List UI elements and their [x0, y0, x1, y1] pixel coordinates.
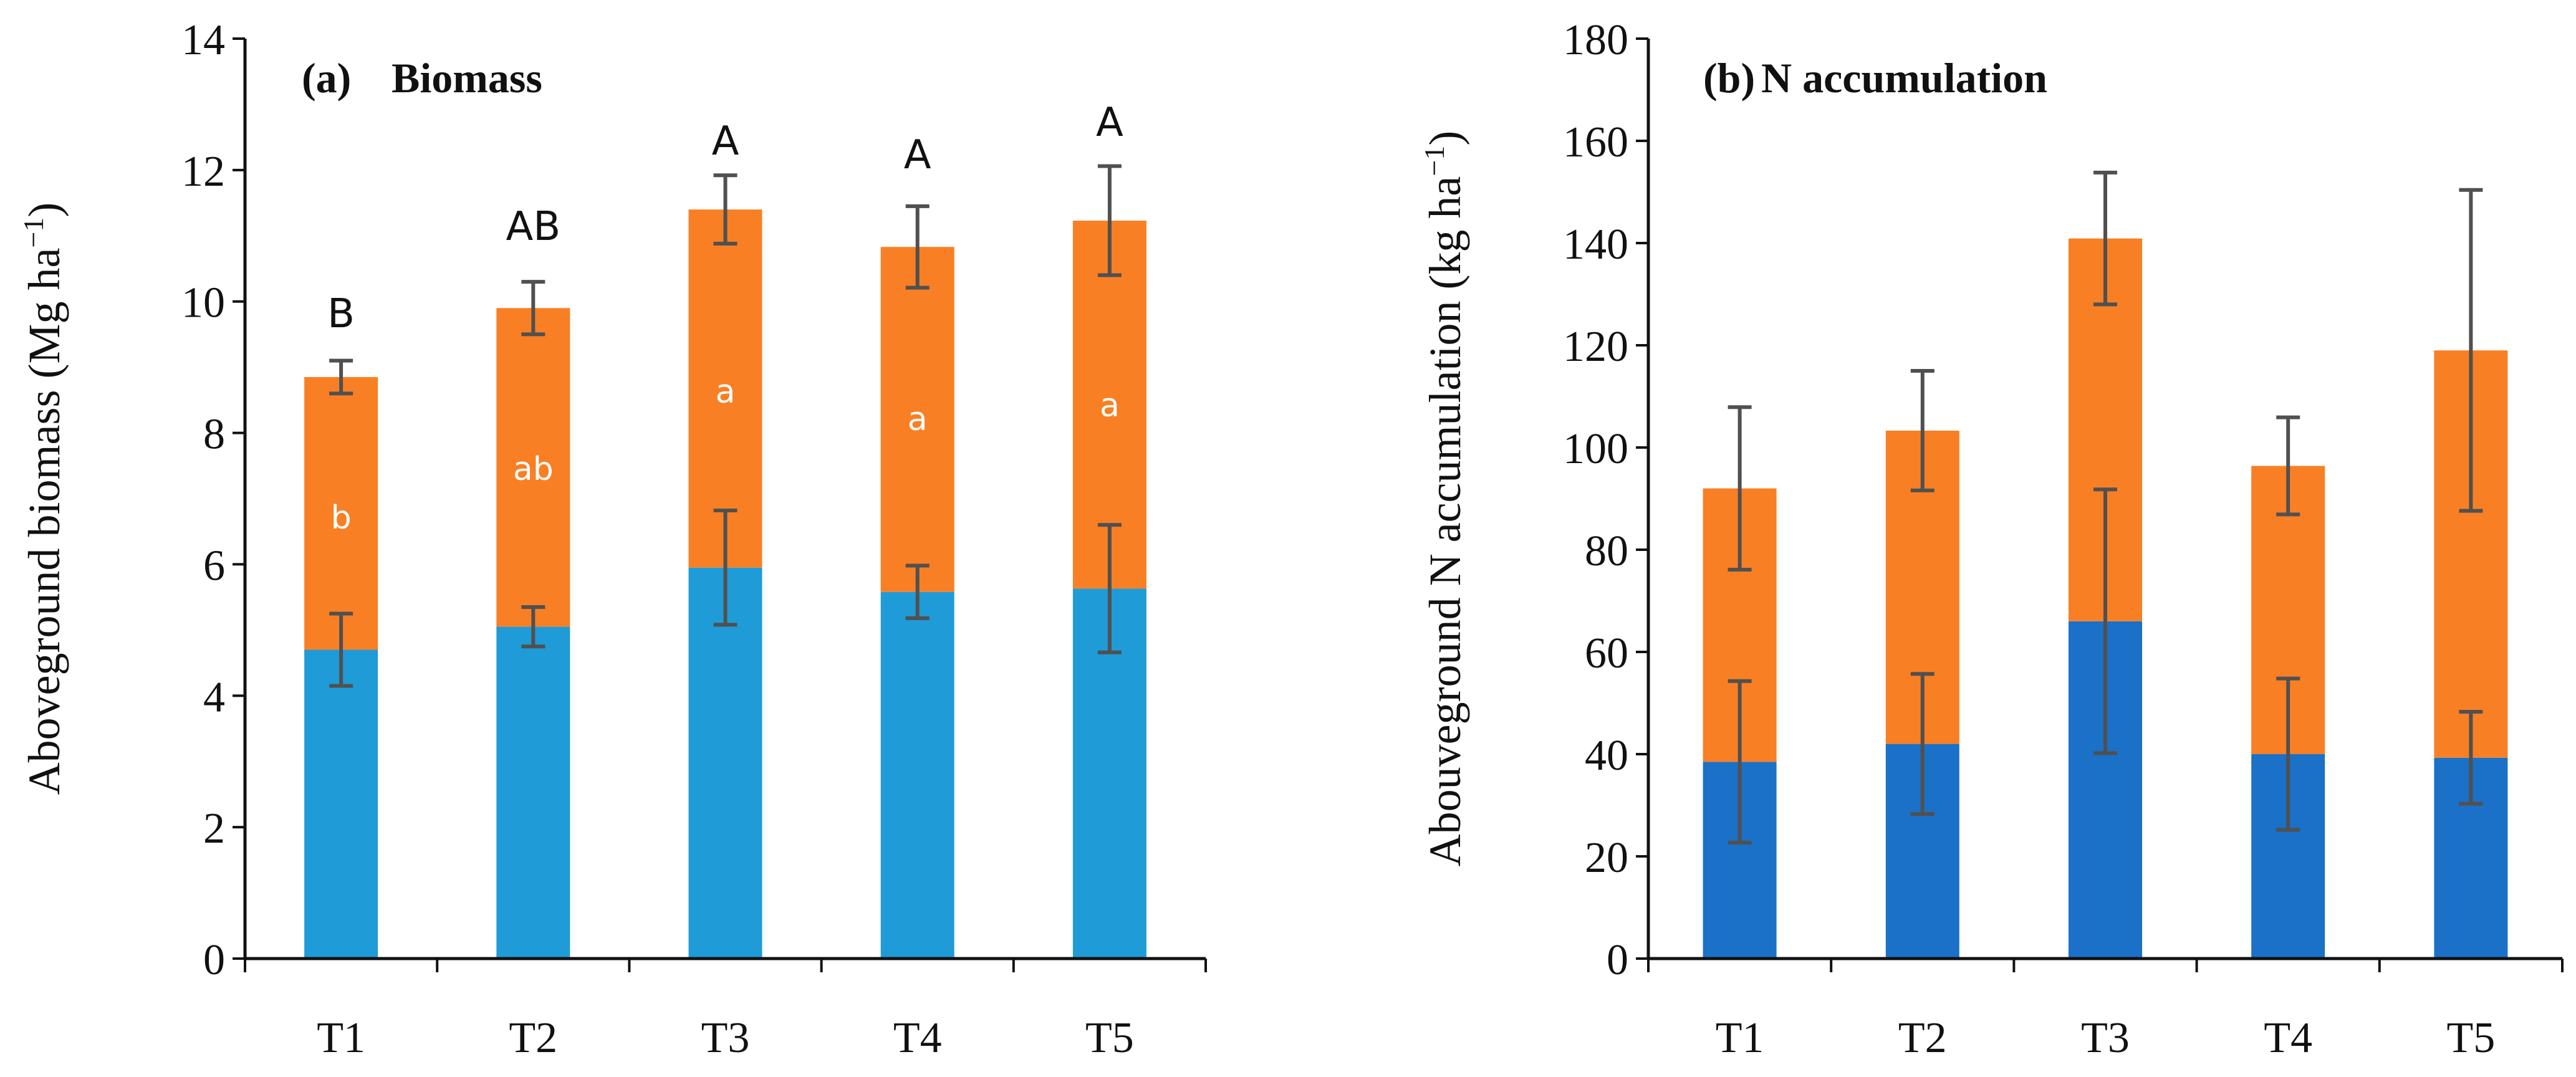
- y-tick-label: 120: [1563, 323, 1628, 371]
- error-bar-upper-t3: [713, 173, 738, 246]
- bar-lower-t2: [496, 626, 570, 959]
- error-bar-lower-t5: [1097, 523, 1122, 654]
- panel-title: Biomass: [392, 54, 542, 102]
- error-bar-lower-t3: [713, 508, 738, 627]
- x-tick-label-t4: T4: [2264, 1014, 2312, 1062]
- y-tick-label: 6: [203, 542, 225, 590]
- y-tick-label: 10: [181, 279, 225, 327]
- y-tick-label: 80: [1585, 527, 1628, 575]
- error-bar-upper-t5: [1097, 164, 1122, 277]
- significance-letter-t2: AB: [506, 204, 560, 250]
- error-bar-lower-t1: [329, 611, 353, 688]
- x-tick-label-t2: T2: [1898, 1014, 1947, 1062]
- y-tick-label: 0: [1607, 936, 1628, 984]
- y-tick-label: 140: [1563, 221, 1628, 269]
- panel-b-n-accumulation-chart: 0 20 40 60 80 100 120 140 160 180 T1 T2 T3 T4 T5 (b) N a…: [1418, 16, 2564, 1062]
- segment-letter-t4: a: [908, 401, 928, 438]
- y-tick-label: 40: [1585, 732, 1628, 780]
- significance-letter-t3: A: [712, 118, 739, 165]
- error-bar-lower-t5: [2459, 709, 2483, 806]
- error-bar-lower-t3: [2093, 487, 2117, 755]
- y-tick-label: 180: [1563, 16, 1628, 64]
- error-bar-lower-t4: [905, 563, 930, 620]
- bar-upper-t2: [496, 308, 570, 627]
- error-bar-upper-t1: [329, 358, 353, 396]
- y-axis-label-exponent: −1: [1418, 146, 1450, 176]
- y-axis-label-main: Abouveground N accumulation (kg ha: [1420, 176, 1470, 867]
- significance-letter-t1: B: [327, 291, 355, 337]
- error-bar-upper-t3: [2093, 170, 2117, 307]
- bar-lower-t3: [688, 567, 762, 959]
- panel-a-biomass-chart: 0 2 4 6 8 10 12 14 T1 T2 T3 T4 T5 (a) Biomass Abovegrou…: [17, 16, 1207, 1062]
- y-tick-label: 100: [1563, 425, 1628, 473]
- segment-letter-t3: a: [716, 373, 736, 411]
- y-tick-label: 14: [181, 16, 225, 64]
- error-bar-lower-t2: [521, 605, 545, 649]
- y-tick-label: 4: [203, 673, 225, 721]
- x-tick-label-t2: T2: [509, 1014, 557, 1062]
- bar-upper-t3: [688, 209, 762, 568]
- segment-letter-t1: b: [331, 499, 352, 537]
- significance-letter-t5: A: [1096, 100, 1123, 146]
- error-bar-upper-t2: [1910, 369, 1934, 492]
- y-tick-label: 2: [203, 805, 225, 853]
- error-bar-upper-t4: [905, 204, 930, 290]
- x-tick-label-t1: T1: [1716, 1014, 1764, 1062]
- y-tick-label: 160: [1563, 118, 1628, 166]
- significance-letter-t4: A: [904, 132, 931, 178]
- y-axis-label-close: ): [1420, 131, 1470, 146]
- x-tick-label-t5: T5: [2447, 1014, 2496, 1062]
- error-bar-lower-t4: [2276, 676, 2300, 832]
- bar-lower-t4: [880, 591, 954, 959]
- y-tick-label: 20: [1585, 834, 1628, 882]
- x-tick-label-t3: T3: [701, 1014, 750, 1062]
- error-bar-upper-t5: [2459, 188, 2483, 513]
- y-axis-label-close: ): [19, 203, 69, 218]
- error-bar-upper-t4: [2276, 415, 2300, 517]
- error-bar-lower-t1: [1728, 679, 1752, 845]
- error-bar-upper-t2: [521, 280, 545, 337]
- y-tick-label: 0: [203, 936, 225, 984]
- y-tick-label: 8: [203, 411, 225, 459]
- segment-letter-t5: a: [1100, 387, 1120, 424]
- y-axis-label: Aboveground biomass (Mg ha−1): [17, 203, 69, 795]
- bar-upper-t1: [304, 376, 378, 650]
- y-axis-label: Abouveground N accumulation (kg ha−1): [1418, 131, 1470, 867]
- y-axis-label-exponent: −1: [17, 218, 49, 248]
- panel-title-tag: (a): [302, 54, 351, 102]
- x-tick-label-t3: T3: [2081, 1014, 2130, 1062]
- panel-title-tag: (b): [1703, 54, 1755, 102]
- y-tick-label: 60: [1585, 629, 1628, 677]
- error-bar-upper-t1: [1728, 405, 1752, 572]
- x-tick-label-t1: T1: [317, 1014, 365, 1062]
- x-tick-label-t5: T5: [1085, 1014, 1134, 1062]
- segment-letter-t2: ab: [513, 451, 554, 488]
- y-tick-label: 12: [181, 148, 225, 196]
- bar-lower-t1: [304, 649, 378, 959]
- panel-title: N accumulation: [1761, 54, 2047, 102]
- x-tick-label-t4: T4: [893, 1014, 942, 1062]
- bar-upper-t4: [880, 247, 954, 592]
- y-axis-label-main: Aboveground biomass (Mg ha: [19, 248, 69, 795]
- error-bar-lower-t2: [1910, 672, 1934, 816]
